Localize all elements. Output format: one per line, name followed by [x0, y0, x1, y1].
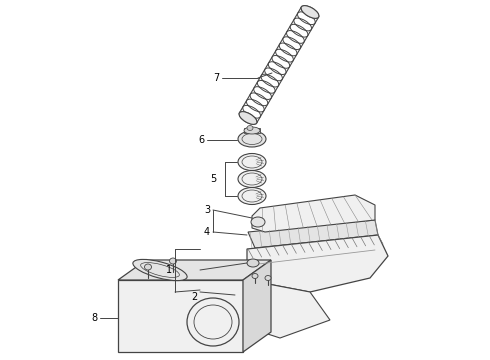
- Ellipse shape: [238, 188, 266, 204]
- Ellipse shape: [238, 131, 266, 147]
- Polygon shape: [252, 195, 375, 232]
- Ellipse shape: [239, 112, 257, 124]
- Text: 8: 8: [91, 313, 97, 323]
- Text: 1: 1: [166, 265, 172, 275]
- Ellipse shape: [238, 153, 266, 171]
- Ellipse shape: [247, 259, 259, 267]
- Text: 6: 6: [198, 135, 204, 145]
- Ellipse shape: [265, 275, 271, 280]
- Polygon shape: [235, 280, 330, 338]
- Ellipse shape: [244, 127, 260, 134]
- Text: 2: 2: [191, 292, 197, 302]
- Ellipse shape: [238, 171, 266, 188]
- Text: 4: 4: [204, 227, 210, 237]
- Text: 7: 7: [213, 73, 219, 83]
- Ellipse shape: [170, 258, 176, 264]
- Polygon shape: [248, 220, 378, 248]
- Polygon shape: [243, 260, 271, 352]
- Polygon shape: [247, 235, 388, 292]
- Bar: [118, 280, 243, 352]
- Text: 5: 5: [210, 174, 216, 184]
- Ellipse shape: [252, 274, 258, 279]
- Ellipse shape: [145, 264, 151, 270]
- Polygon shape: [118, 260, 271, 280]
- Ellipse shape: [187, 298, 239, 346]
- Ellipse shape: [133, 260, 187, 280]
- Text: 3: 3: [204, 205, 210, 215]
- Ellipse shape: [251, 217, 265, 227]
- Ellipse shape: [247, 126, 253, 131]
- Bar: [244, 128, 260, 133]
- Ellipse shape: [301, 6, 319, 18]
